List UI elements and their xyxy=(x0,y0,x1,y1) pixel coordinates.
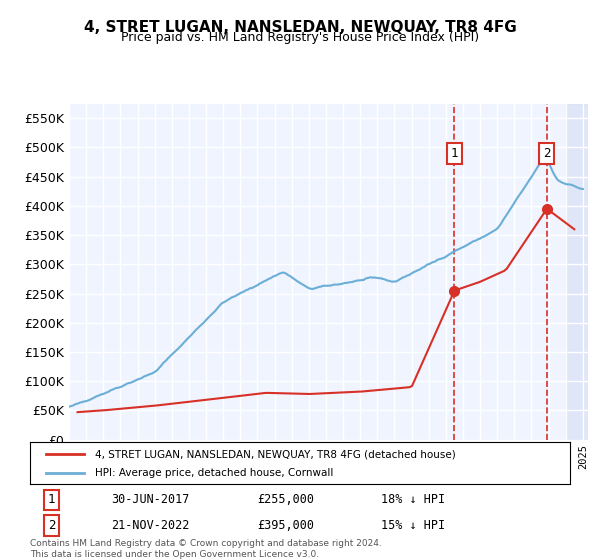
Bar xyxy=(566,104,592,440)
Text: 1: 1 xyxy=(451,147,458,160)
Text: 4, STRET LUGAN, NANSLEDAN, NEWQUAY, TR8 4FG (detached house): 4, STRET LUGAN, NANSLEDAN, NEWQUAY, TR8 … xyxy=(95,449,455,459)
Text: 18% ↓ HPI: 18% ↓ HPI xyxy=(381,493,445,506)
Text: 2: 2 xyxy=(48,519,55,532)
Text: 15% ↓ HPI: 15% ↓ HPI xyxy=(381,519,445,532)
Text: 2: 2 xyxy=(543,147,551,160)
Text: 21-NOV-2022: 21-NOV-2022 xyxy=(111,519,190,532)
Text: Price paid vs. HM Land Registry's House Price Index (HPI): Price paid vs. HM Land Registry's House … xyxy=(121,31,479,44)
Text: 4, STRET LUGAN, NANSLEDAN, NEWQUAY, TR8 4FG: 4, STRET LUGAN, NANSLEDAN, NEWQUAY, TR8 … xyxy=(83,20,517,35)
Text: £395,000: £395,000 xyxy=(257,519,314,532)
Text: £255,000: £255,000 xyxy=(257,493,314,506)
Text: 1: 1 xyxy=(48,493,55,506)
Text: Contains HM Land Registry data © Crown copyright and database right 2024.
This d: Contains HM Land Registry data © Crown c… xyxy=(30,539,382,559)
Text: HPI: Average price, detached house, Cornwall: HPI: Average price, detached house, Corn… xyxy=(95,468,333,478)
Text: 30-JUN-2017: 30-JUN-2017 xyxy=(111,493,190,506)
